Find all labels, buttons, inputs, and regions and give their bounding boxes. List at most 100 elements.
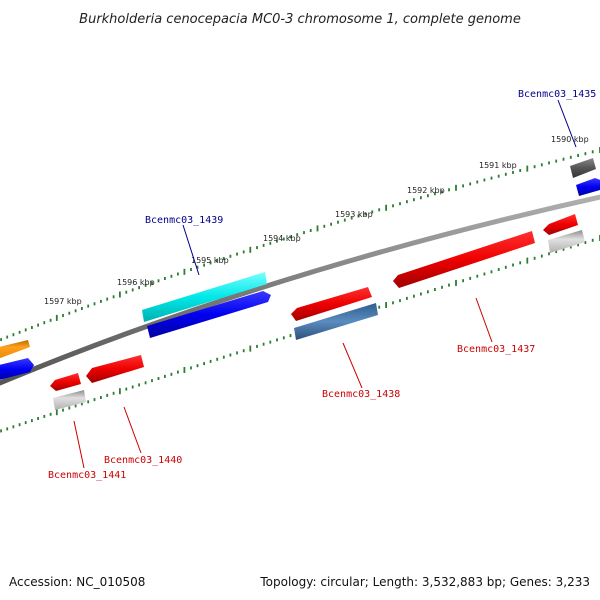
inner-minor-tick bbox=[138, 383, 140, 387]
outer-minor-tick bbox=[504, 172, 507, 176]
gene-label-1438[interactable]: Bcenmc03_1438 bbox=[322, 389, 400, 400]
inner-minor-tick bbox=[434, 288, 436, 291]
inner-major-tick bbox=[526, 257, 529, 264]
outer-minor-tick bbox=[74, 309, 77, 313]
outer-minor-tick bbox=[190, 268, 192, 271]
gene-feature-red-1437[interactable] bbox=[393, 231, 535, 288]
outer-minor-tick bbox=[18, 330, 21, 334]
inner-minor-tick bbox=[216, 357, 219, 361]
outer-minor-tick bbox=[31, 326, 33, 329]
gene-feature-red-1440[interactable] bbox=[86, 355, 144, 383]
outer-minor-tick bbox=[569, 155, 572, 159]
gene-feature-blue-1439[interactable] bbox=[147, 291, 271, 338]
gene-feature-steel-1438[interactable] bbox=[294, 303, 378, 340]
gene-label-1440[interactable]: Bcenmc03_1440 bbox=[104, 455, 182, 466]
gene-feature-lgray-1441[interactable] bbox=[53, 390, 86, 410]
outer-minor-tick bbox=[469, 182, 472, 186]
gene-label-1435[interactable]: Bcenmc03_1435 bbox=[518, 89, 596, 100]
outer-minor-tick bbox=[177, 272, 179, 276]
inner-major-tick bbox=[249, 345, 252, 352]
outer-minor-tick bbox=[12, 333, 15, 337]
gene-feature-cyan[interactable] bbox=[142, 272, 267, 322]
gene-feature-red-right[interactable] bbox=[543, 214, 578, 235]
outer-minor-tick bbox=[323, 224, 326, 228]
tick-label-1594: 1594 kbp bbox=[263, 234, 301, 243]
outer-minor-tick bbox=[256, 246, 258, 250]
chromosome-backbone bbox=[0, 194, 600, 386]
tick-label-1595: 1595 kbp bbox=[191, 256, 229, 265]
gene-feature-red-1441[interactable] bbox=[50, 373, 81, 391]
inner-minor-tick bbox=[62, 408, 64, 412]
inner-minor-tick bbox=[548, 252, 550, 256]
outer-minor-tick bbox=[371, 210, 374, 214]
gene-label-1437[interactable]: Bcenmc03_1437 bbox=[457, 344, 535, 355]
gene-features bbox=[0, 158, 600, 410]
inner-minor-tick bbox=[569, 245, 572, 249]
outer-minor-tick bbox=[262, 243, 265, 247]
gene-feature-red-1438[interactable] bbox=[291, 287, 372, 321]
outer-minor-tick bbox=[406, 200, 408, 204]
gene-feature-orange[interactable] bbox=[0, 340, 30, 360]
outer-minor-tick bbox=[6, 335, 9, 339]
outer-minor-tick bbox=[441, 190, 443, 194]
inner-minor-tick bbox=[584, 241, 587, 244]
inner-minor-tick bbox=[12, 425, 15, 429]
outer-major-tick bbox=[526, 165, 529, 172]
inner-minor-tick bbox=[43, 414, 46, 418]
inner-minor-tick bbox=[269, 340, 272, 344]
inner-minor-tick bbox=[497, 268, 500, 271]
outer-minor-tick bbox=[87, 304, 90, 308]
gene-feature-blue-right[interactable] bbox=[576, 178, 600, 196]
gene-feature-darkgray[interactable] bbox=[570, 158, 596, 178]
outer-minor-tick bbox=[62, 314, 64, 317]
outer-minor-tick bbox=[43, 321, 46, 325]
outer-minor-tick bbox=[490, 176, 493, 180]
gene-label-1441[interactable]: Bcenmc03_1441 bbox=[48, 470, 126, 481]
inner-minor-tick bbox=[164, 374, 166, 378]
outer-minor-tick bbox=[276, 239, 278, 243]
outer-minor-tick bbox=[584, 152, 587, 156]
tick-label-1597: 1597 kbp bbox=[44, 297, 82, 306]
tick-label-1591: 1591 kbp bbox=[479, 161, 517, 170]
gene-feature-blue-left[interactable] bbox=[0, 358, 34, 381]
outer-minor-tick bbox=[222, 257, 225, 260]
inner-minor-tick bbox=[229, 353, 232, 357]
inner-major-tick bbox=[455, 279, 457, 286]
outer-minor-tick bbox=[93, 302, 96, 306]
outer-minor-tick bbox=[24, 328, 27, 332]
outer-major-tick bbox=[183, 268, 186, 275]
outer-minor-tick bbox=[236, 252, 238, 256]
gene-label-1439[interactable]: Bcenmc03_1439 bbox=[145, 215, 223, 226]
outer-minor-tick bbox=[337, 220, 339, 224]
outer-minor-tick bbox=[37, 323, 39, 327]
inner-minor-tick bbox=[68, 406, 71, 410]
inner-minor-tick bbox=[289, 334, 292, 338]
inner-minor-tick bbox=[392, 301, 394, 305]
leader-1437 bbox=[475, 297, 493, 343]
outer-minor-tick bbox=[170, 274, 173, 278]
inner-minor-tick bbox=[256, 344, 258, 348]
outer-minor-tick bbox=[548, 161, 550, 165]
outer-minor-tick bbox=[555, 159, 558, 163]
outer-minor-tick bbox=[591, 150, 594, 154]
inner-minor-tick bbox=[87, 400, 90, 404]
outer-minor-tick bbox=[125, 290, 128, 294]
outer-minor-tick bbox=[413, 198, 415, 202]
outer-minor-tick bbox=[296, 233, 299, 237]
outer-minor-tick bbox=[330, 222, 332, 226]
tick-label-1593: 1593 kbp bbox=[335, 210, 373, 219]
gene-feature-lgray-right[interactable] bbox=[548, 230, 585, 253]
tick-label-1590: 1590 kbp bbox=[551, 135, 589, 144]
outer-major-tick bbox=[455, 184, 457, 191]
inner-minor-tick bbox=[144, 381, 147, 385]
inner-minor-tick bbox=[125, 387, 128, 391]
outer-minor-tick bbox=[512, 170, 514, 174]
inner-minor-tick bbox=[469, 276, 472, 280]
inner-major-tick bbox=[385, 302, 387, 308]
outer-minor-tick bbox=[203, 263, 205, 267]
inner-minor-tick bbox=[504, 265, 507, 269]
inner-major-tick bbox=[183, 367, 186, 373]
inner-minor-tick bbox=[441, 285, 443, 289]
inner-minor-tick bbox=[209, 359, 212, 363]
outer-minor-tick bbox=[483, 178, 486, 182]
